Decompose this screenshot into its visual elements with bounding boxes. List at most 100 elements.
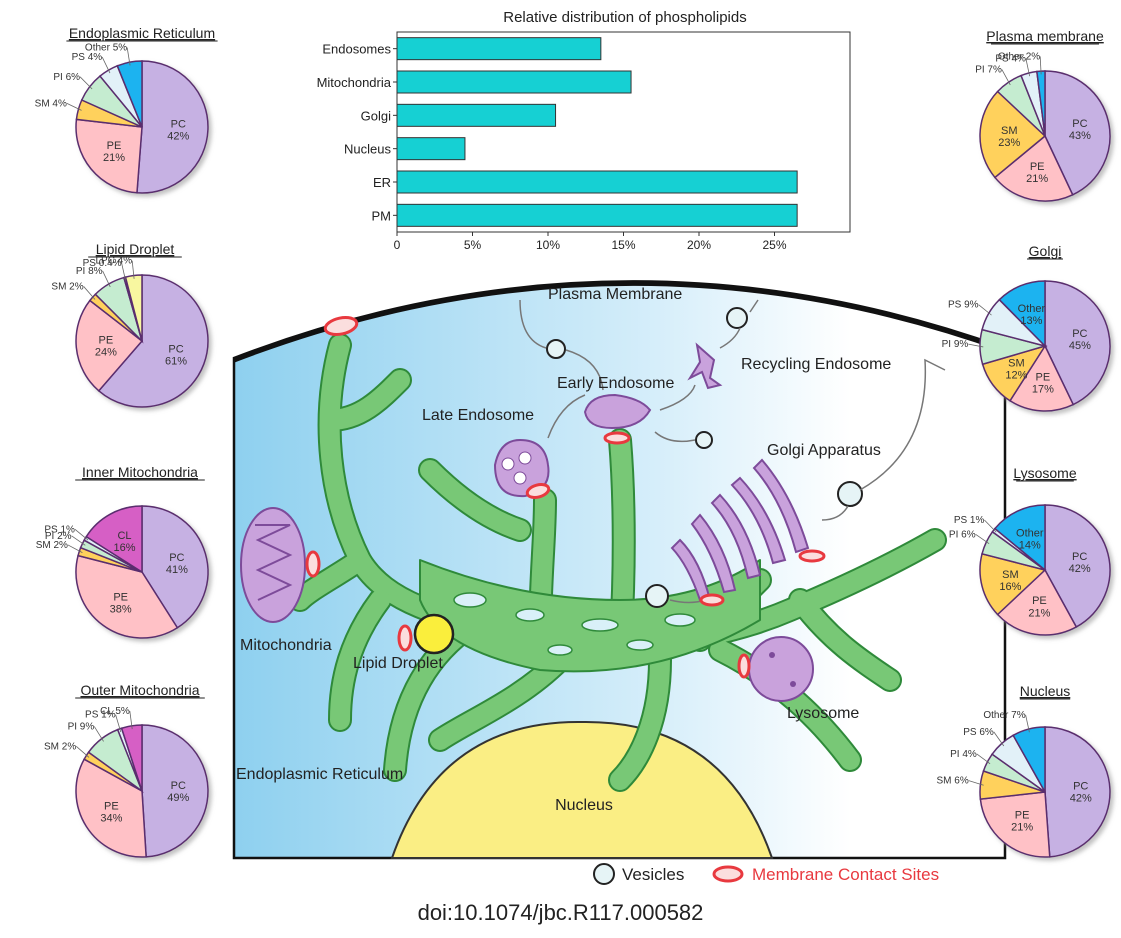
pie-slice-label: PC 61% bbox=[165, 344, 187, 368]
bar-er bbox=[396, 170, 798, 194]
bar-mitochondria bbox=[396, 70, 632, 94]
recycling-endosome-shape bbox=[687, 342, 723, 390]
pie-endoplasmic-reticulum: Endoplasmic Reticulum PC 42% PE 21% SM 4% PI 6… bbox=[35, 25, 218, 194]
bar-tick-label: 20% bbox=[687, 238, 711, 252]
bar-nucleus bbox=[396, 137, 466, 161]
pie-plasma-membrane: Plasma membrane PC 43% PE 21% SM 23% PI 7%PS 4%… bbox=[975, 28, 1111, 202]
pie-inner-mitochondria: Inner Mitochondria PC 41% PE 38% SM 2%PI 2%PS… bbox=[36, 464, 209, 639]
pie-slice-label: PS 1% bbox=[44, 524, 75, 535]
pie-slice-label: PI 4% bbox=[950, 749, 977, 760]
membrane-contact-sites bbox=[305, 315, 826, 679]
endoplasmic-reticulum-network bbox=[288, 333, 947, 792]
bar-tick-label: 0 bbox=[394, 238, 401, 252]
pie-slice-label: PE 34% bbox=[100, 800, 122, 824]
bar-golgi bbox=[396, 103, 557, 127]
pie-slice-other bbox=[993, 504, 1046, 572]
pie-slice-label: PI 9% bbox=[942, 339, 969, 350]
pie-title: Lipid Droplet bbox=[96, 241, 175, 257]
bar-chart-title: Relative distribution of phospholipids bbox=[503, 9, 746, 26]
pie-slice-pe bbox=[1008, 344, 1075, 412]
pie-slice-cl bbox=[85, 505, 143, 574]
bar-tick-label: 15% bbox=[611, 238, 635, 252]
pie-slice-label: Other 14% bbox=[1016, 528, 1044, 552]
bar-category-label: PM bbox=[372, 208, 392, 223]
pie-lipid-droplet: Lipid Droplet PC 61% PE 24% SM 2% PI 8%PS 0.4%… bbox=[51, 241, 209, 408]
pie-slice-label: PE 21% bbox=[1028, 595, 1050, 619]
pie-slice-label: PS 4% bbox=[995, 54, 1026, 65]
lipid-droplet-shape bbox=[413, 613, 455, 655]
pie-slice-sm bbox=[979, 90, 1047, 179]
pie-slice-label: SM 23% bbox=[998, 125, 1020, 149]
late-endosome-shape bbox=[493, 438, 550, 498]
bar-category-label: Endosomes bbox=[322, 42, 391, 57]
pie-slice-label: PE 21% bbox=[103, 140, 125, 164]
pie-slice-label: Other 7% bbox=[983, 710, 1025, 721]
pie-slice-label: PI 8% bbox=[76, 266, 103, 277]
pie-slice-label: SM 2% bbox=[51, 281, 83, 292]
pie-slice-label: SM 2% bbox=[44, 741, 76, 752]
pie-slice-label: PC 49% bbox=[167, 780, 189, 804]
pie-slice-label: PS 9% bbox=[948, 300, 979, 311]
mitochondrion bbox=[240, 507, 306, 623]
bar-pm bbox=[396, 203, 798, 227]
contact-site-legend-icon bbox=[712, 865, 744, 883]
pie-slice-label: SM 6% bbox=[937, 776, 969, 787]
pie-title: Plasma membrane bbox=[986, 28, 1104, 44]
pie-slice-pe bbox=[75, 118, 143, 194]
pie-slice-label: PS 4% bbox=[72, 52, 103, 63]
pie-slice-pc bbox=[1044, 280, 1111, 406]
vesicles bbox=[546, 307, 863, 608]
pie-slice-label: SM 12% bbox=[1005, 357, 1027, 381]
pie-slice-label: CL 16% bbox=[113, 530, 135, 554]
pie-slice-label: PE 17% bbox=[1032, 372, 1054, 396]
legend-vesicles: Vesicles bbox=[622, 865, 684, 884]
pie-title: Lysosome bbox=[1013, 465, 1077, 481]
pie-slice-label: PE 21% bbox=[1026, 161, 1048, 185]
pie-slice-label: PS 0.4% bbox=[83, 258, 122, 269]
pie-slice-label: CL 5% bbox=[100, 706, 130, 717]
pie-slice-label: SM 16% bbox=[999, 569, 1021, 593]
pie-slice-pe bbox=[993, 134, 1074, 202]
bar-chart: Relative distribution of phospholipids E… bbox=[317, 9, 851, 252]
pie-slice-label: PS 1% bbox=[954, 515, 985, 526]
pie-slice-pc bbox=[141, 724, 209, 858]
pie-slice-label: PC 41% bbox=[166, 552, 188, 576]
pie-slice-pe bbox=[996, 568, 1078, 636]
pie-slice-pc bbox=[1044, 70, 1111, 196]
pie-slice-label: Other 2% bbox=[998, 51, 1040, 62]
pie-slice-label: PI 7% bbox=[975, 65, 1002, 76]
pie-slice-pe bbox=[75, 554, 179, 639]
doi-caption: doi:10.1074/jbc.R117.000582 bbox=[417, 900, 704, 925]
diagram-legend: Vesicles Membrane Contact Sites bbox=[593, 863, 939, 885]
pie-slice-pc bbox=[136, 60, 209, 194]
pie-slice-label: PC 45% bbox=[1069, 328, 1091, 352]
pie-slice-label: Other 13% bbox=[1018, 303, 1046, 327]
pie-slice-label: PC 42% bbox=[167, 118, 189, 142]
label-golgi-apparatus: Golgi Apparatus bbox=[767, 442, 881, 459]
pie-outer-mitochondria: Outer Mitochondria PC 49% PE 34% SM 2% PI 9%PS… bbox=[44, 682, 209, 858]
bar-category-label: ER bbox=[373, 175, 391, 190]
legend-contact-sites: Membrane Contact Sites bbox=[752, 865, 939, 884]
bar-category-label: Nucleus bbox=[344, 142, 391, 157]
bar-endosomes bbox=[396, 37, 602, 61]
pie-slice-label: PS 6% bbox=[963, 727, 994, 738]
pie-slice-label: PC 42% bbox=[1070, 781, 1092, 805]
pie-slice-label: LPC 4% bbox=[95, 256, 132, 267]
pie-slice-pc bbox=[1044, 726, 1111, 858]
transport-arrows bbox=[519, 299, 946, 604]
pie-slice-label: SM 2% bbox=[36, 540, 68, 551]
pie-slice-pc bbox=[97, 274, 209, 408]
label-nucleus: Nucleus bbox=[555, 797, 613, 814]
label-lysosome: Lysosome bbox=[787, 705, 859, 722]
pie-charts: Endoplasmic Reticulum PC 42% PE 21% SM 4% PI 6… bbox=[35, 25, 1111, 858]
pie-slice-label: PI 6% bbox=[949, 529, 976, 540]
pie-slice-other bbox=[998, 280, 1046, 348]
pie-slice-label: Other 5% bbox=[85, 43, 127, 54]
label-early-endosome: Early Endosome bbox=[557, 375, 674, 392]
pie-slice-label: PS 1% bbox=[85, 710, 116, 721]
nucleus-shape bbox=[390, 720, 774, 859]
pie-slice-label: PE 38% bbox=[110, 591, 132, 615]
golgi-stack bbox=[670, 458, 810, 601]
pie-slice-pe bbox=[979, 791, 1051, 858]
